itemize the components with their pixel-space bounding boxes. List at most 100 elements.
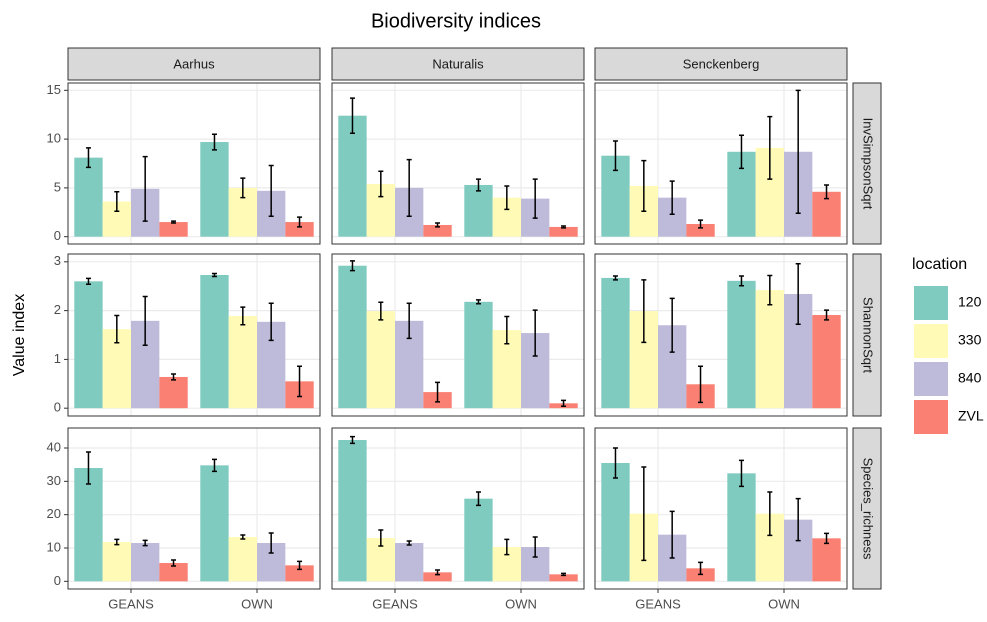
- bar: [159, 376, 188, 409]
- error-bar: [211, 133, 217, 151]
- bar: [338, 115, 367, 237]
- y-axis-label: Value index: [11, 294, 28, 376]
- facet-strip: [852, 427, 882, 590]
- legend-key: [914, 362, 948, 396]
- bar: [549, 574, 578, 582]
- bar: [686, 223, 715, 237]
- error-bar: [669, 297, 675, 353]
- bar: [228, 315, 257, 409]
- bar: [812, 314, 841, 409]
- panel-border: [594, 82, 848, 245]
- facet-strip: [594, 47, 848, 81]
- facet-label: Naturalis: [432, 56, 484, 71]
- error-bar: [85, 277, 91, 286]
- error-bar: [211, 272, 217, 278]
- error-bar: [114, 191, 120, 213]
- error-bar: [85, 451, 91, 485]
- error-bar: [211, 458, 217, 473]
- bar: [727, 473, 756, 582]
- error-bar: [378, 301, 384, 321]
- bar: [464, 498, 493, 582]
- panel-border: [331, 427, 585, 590]
- y-tick-label: 20: [47, 506, 61, 521]
- bar: [366, 311, 395, 409]
- error-bar: [349, 260, 355, 272]
- error-bar: [698, 561, 704, 576]
- error-bar: [767, 491, 773, 537]
- x-tick-label: OWN: [241, 596, 273, 611]
- error-bar: [561, 572, 567, 577]
- bar: [285, 565, 314, 582]
- y-tick-label: 0: [54, 400, 61, 415]
- x-tick-label: GEANS: [635, 596, 681, 611]
- y-tick-label: 0: [54, 228, 61, 243]
- error-bar: [612, 275, 618, 281]
- facet-label: Aarhus: [173, 56, 215, 71]
- facet-strip: [67, 47, 321, 81]
- error-bar: [475, 178, 481, 192]
- bar: [200, 142, 229, 237]
- panel-border: [67, 253, 321, 417]
- error-bar: [612, 447, 618, 479]
- error-bar: [698, 365, 704, 404]
- legend-title: location: [912, 256, 967, 273]
- legend-label: 840: [958, 370, 982, 386]
- bar: [601, 277, 630, 409]
- bar: [200, 465, 229, 582]
- error-bar: [406, 158, 412, 217]
- y-tick-label: 5: [54, 179, 61, 194]
- facet-label: Species_richness: [861, 458, 876, 560]
- error-bar: [142, 295, 148, 346]
- error-bar: [406, 302, 412, 340]
- y-tick-label: 30: [47, 473, 61, 488]
- panel-border: [594, 427, 848, 590]
- error-bar: [698, 219, 704, 229]
- error-bar: [435, 381, 441, 403]
- y-tick-label: 2: [54, 302, 61, 317]
- bar: [395, 543, 424, 582]
- error-bar: [561, 225, 567, 229]
- error-bar: [738, 459, 744, 488]
- error-bar: [767, 115, 773, 180]
- bar: [102, 542, 131, 582]
- error-bar: [532, 309, 538, 357]
- error-bar: [475, 299, 481, 305]
- error-bar: [297, 560, 303, 571]
- error-bar: [532, 536, 538, 558]
- error-bar: [297, 216, 303, 228]
- facet-label: ShannonSqrt: [861, 297, 876, 373]
- error-bar: [795, 263, 801, 326]
- error-bar: [435, 222, 441, 228]
- bar: [159, 563, 188, 582]
- bar: [338, 440, 367, 582]
- error-bar: [114, 314, 120, 344]
- error-bar: [641, 159, 647, 213]
- error-bar: [669, 180, 675, 215]
- panel-border: [331, 253, 585, 417]
- error-bar: [738, 275, 744, 287]
- x-tick-label: OWN: [505, 596, 537, 611]
- bar: [549, 226, 578, 237]
- bar: [727, 280, 756, 409]
- bar: [159, 222, 188, 237]
- error-bar: [641, 466, 647, 562]
- panel-border: [67, 427, 321, 590]
- bar: [423, 572, 452, 582]
- error-bar: [378, 170, 384, 198]
- panel-border: [67, 82, 321, 245]
- error-bar: [795, 89, 801, 215]
- error-bar: [171, 373, 177, 381]
- y-tick-label: 3: [54, 253, 61, 268]
- error-bar: [268, 164, 274, 217]
- legend-label: 330: [958, 332, 982, 348]
- bar: [131, 543, 160, 582]
- legend-label: 120: [958, 294, 982, 310]
- panel-border: [594, 253, 848, 417]
- bar: [601, 463, 630, 582]
- error-bar: [114, 538, 120, 546]
- bar: [812, 538, 841, 582]
- error-bar: [824, 309, 830, 321]
- error-bar: [435, 569, 441, 576]
- x-tick-label: GEANS: [372, 596, 418, 611]
